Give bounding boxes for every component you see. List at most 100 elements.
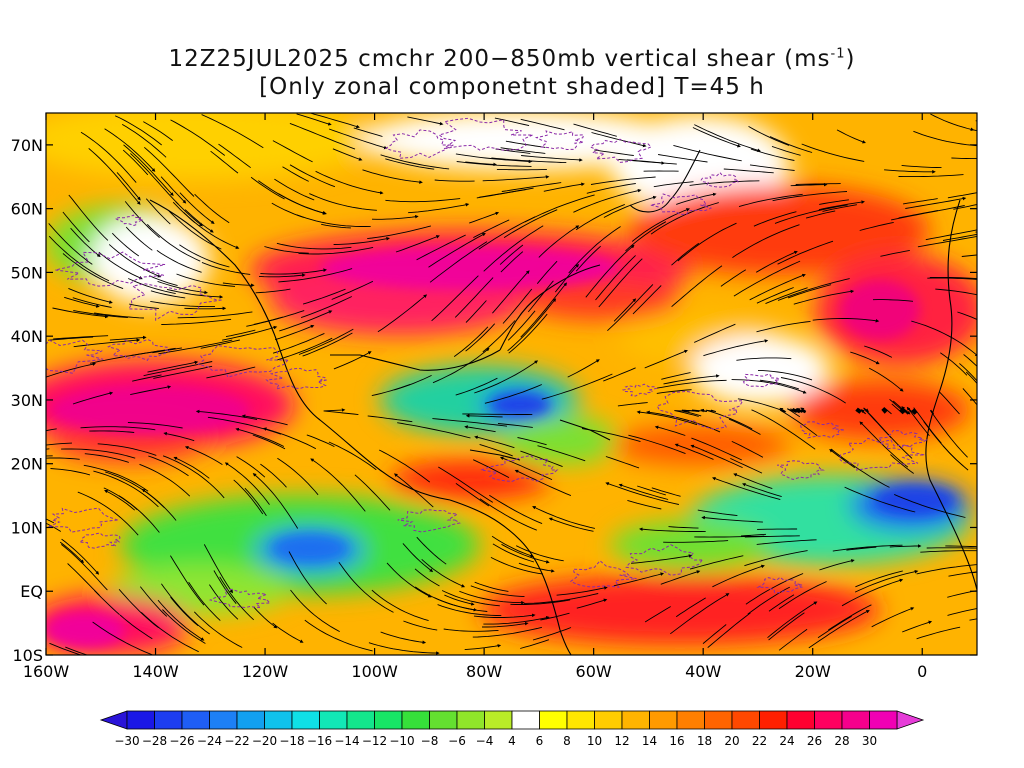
colorbar-swatch: [236, 710, 265, 730]
colorbar-label: −30: [114, 734, 139, 748]
lat-tick-label: 10N: [11, 518, 43, 537]
streamline: [474, 435, 515, 449]
streamline: [769, 136, 813, 153]
streamline: [674, 409, 700, 417]
streamline: [338, 561, 394, 613]
streamline: [253, 606, 278, 629]
colorbar-low-arrow: [99, 710, 128, 730]
streamline: [368, 642, 440, 655]
streamline: [880, 249, 910, 257]
streamline: [473, 459, 510, 478]
streamline: [819, 199, 849, 205]
streamline: [768, 594, 795, 612]
streamline: [951, 157, 977, 160]
shear-contour: [799, 421, 845, 439]
colorbar-swatch: [566, 710, 595, 730]
streamline: [889, 544, 922, 548]
streamline: [742, 483, 782, 498]
streamline: [541, 373, 613, 400]
streamline: [694, 323, 736, 343]
streamline: [692, 127, 741, 148]
streamline: [790, 182, 828, 187]
lon-tick-label: 60W: [576, 662, 612, 681]
streamline: [690, 444, 743, 469]
streamline: [194, 193, 230, 224]
streamline: [479, 498, 537, 531]
streamline: [310, 458, 366, 512]
shear-contour: [656, 390, 744, 430]
streamline: [479, 443, 513, 457]
shear-contour: [756, 576, 804, 594]
streamline: [671, 242, 700, 266]
streamline: [957, 311, 977, 320]
streamline: [176, 273, 236, 287]
streamline: [732, 224, 800, 258]
streamline: [929, 276, 977, 280]
colorbar-label: 12: [614, 734, 629, 748]
streamline: [756, 320, 811, 333]
colorbar-swatch: [649, 710, 678, 730]
colorbar-label: −18: [279, 734, 304, 748]
streamline: [524, 194, 595, 223]
streamline: [298, 246, 374, 255]
streamline: [777, 240, 834, 265]
streamline: [543, 182, 585, 192]
streamline: [745, 573, 804, 605]
colorbar-label: 18: [697, 734, 712, 748]
map-frame: [45, 112, 978, 656]
streamline: [61, 448, 136, 459]
streamline: [432, 347, 490, 384]
colorbar-swatch: [374, 710, 403, 730]
streamline: [258, 180, 327, 215]
streamline: [871, 607, 915, 628]
streamline: [731, 440, 764, 458]
streamline: [206, 366, 256, 379]
streamline: [898, 209, 938, 219]
streamline: [328, 441, 377, 471]
streamline: [464, 425, 496, 433]
streamline: [971, 129, 977, 132]
streamline: [523, 593, 599, 604]
streamline: [532, 506, 595, 529]
colorbar-swatch: [786, 710, 815, 730]
streamline: [90, 350, 160, 364]
streamline: [947, 590, 977, 598]
lon-tick-label: 80W: [466, 662, 502, 681]
lon-tick-label: 40W: [685, 662, 721, 681]
streamline: [872, 299, 914, 302]
streamline: [272, 332, 325, 354]
streamline: [122, 149, 149, 176]
colorbar-swatch: [731, 710, 760, 730]
streamline: [459, 590, 525, 605]
colorbar-label: −28: [142, 734, 167, 748]
streamline: [162, 455, 225, 499]
streamline: [129, 303, 159, 310]
streamline: [462, 413, 533, 416]
shear-contour: [55, 251, 166, 287]
shear-contour: [838, 437, 925, 471]
streamline: [244, 487, 267, 516]
streamlines: [46, 113, 977, 655]
streamline: [755, 250, 798, 273]
streamline: [868, 367, 904, 392]
streamline: [590, 176, 656, 185]
streamline: [276, 242, 352, 250]
streamline: [454, 277, 494, 318]
streamline: [850, 351, 880, 365]
streamline: [222, 282, 255, 288]
streamline: [279, 310, 333, 332]
streamline: [166, 288, 224, 299]
streamline: [201, 114, 264, 149]
streamline: [503, 209, 558, 238]
shear-contour: [625, 544, 704, 576]
streamline: [80, 131, 137, 183]
streamline: [703, 339, 769, 357]
streamline: [455, 153, 533, 164]
streamline: [274, 178, 315, 201]
streamline: [184, 446, 223, 465]
streamline: [310, 113, 360, 129]
streamline: [108, 244, 162, 278]
streamline: [296, 113, 332, 126]
streamline: [209, 584, 239, 620]
streamline: [444, 594, 475, 606]
